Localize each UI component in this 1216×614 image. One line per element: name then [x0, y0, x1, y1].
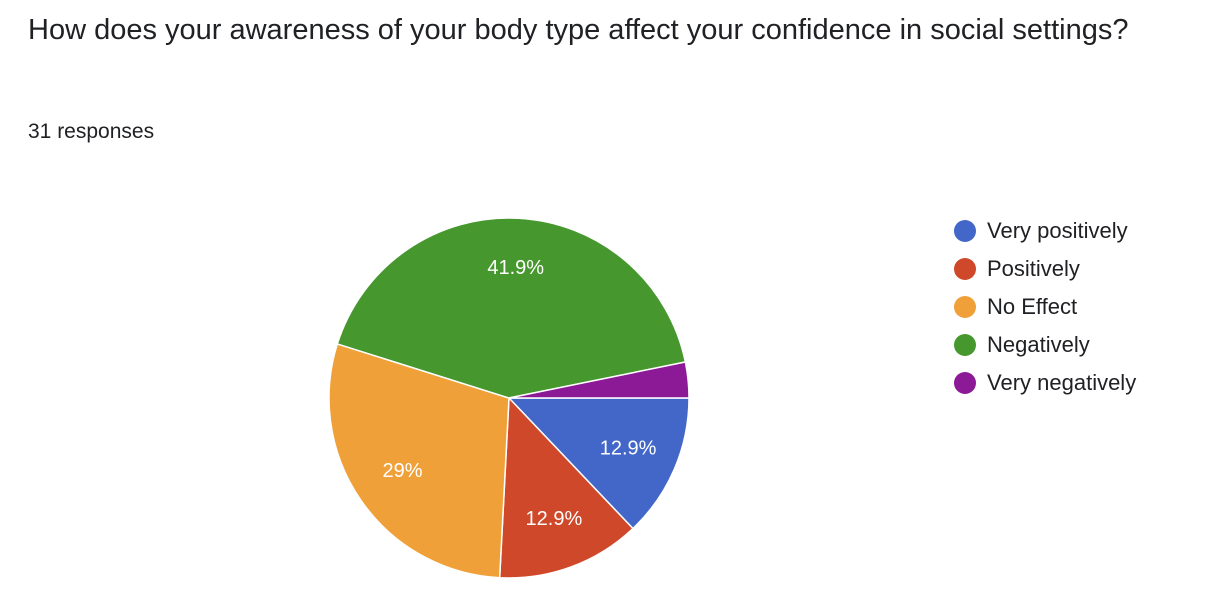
question-title: How does your awareness of your body typ…	[28, 14, 1129, 46]
legend-swatch	[954, 220, 976, 242]
pie-slice	[508, 361, 690, 399]
slice-label: 12.9%	[600, 437, 657, 459]
slice-label: 41.9%	[487, 257, 544, 279]
legend-label: Very negatively	[987, 370, 1136, 395]
legend-label: Negatively	[987, 332, 1090, 357]
pie-slice	[336, 217, 687, 399]
pie-slice	[328, 342, 510, 579]
response-count: 31 responses	[28, 120, 155, 143]
legend-label: Positively	[987, 256, 1080, 281]
legend-swatch	[954, 258, 976, 280]
slice-label: 29%	[383, 460, 423, 482]
pie-slice	[498, 396, 634, 579]
legend-swatch	[954, 334, 976, 356]
slice-label: 12.9%	[526, 508, 583, 530]
legend-swatch	[954, 296, 976, 318]
legend-swatch	[954, 372, 976, 394]
legend-label: No Effect	[987, 294, 1077, 319]
pie-slice	[507, 397, 690, 530]
legend-label: Very positively	[987, 218, 1128, 243]
